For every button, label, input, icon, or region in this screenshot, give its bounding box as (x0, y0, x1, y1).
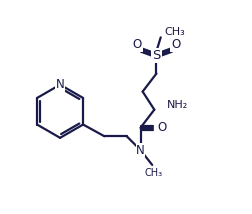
Text: CH₃: CH₃ (145, 168, 163, 178)
Text: NH₂: NH₂ (167, 100, 188, 110)
Text: CH₃: CH₃ (164, 27, 185, 37)
Text: O: O (171, 38, 180, 51)
Text: N: N (136, 144, 145, 157)
Text: S: S (152, 49, 161, 62)
Text: O: O (133, 38, 142, 51)
Text: N: N (56, 78, 65, 91)
Text: O: O (158, 121, 167, 134)
